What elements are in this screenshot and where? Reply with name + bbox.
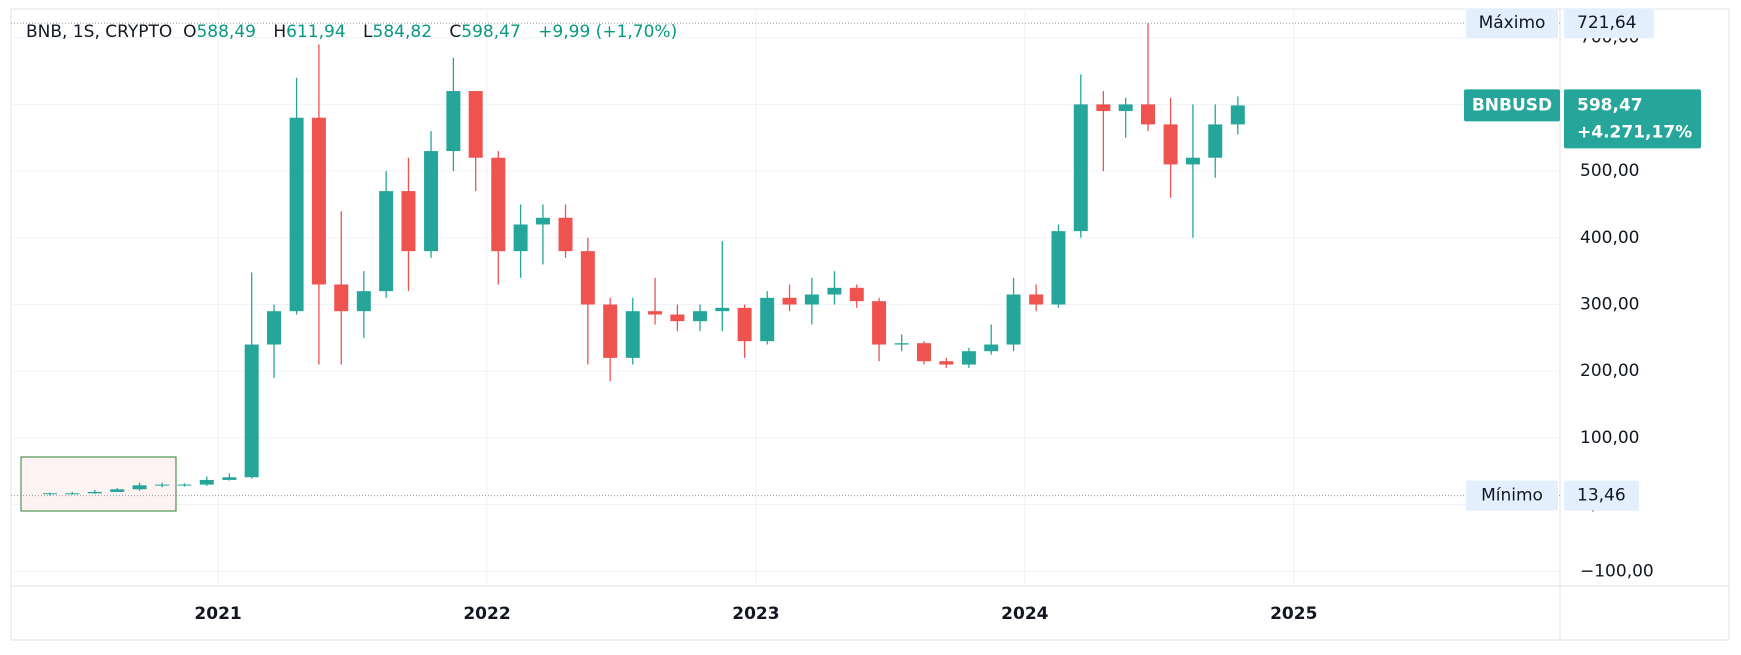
legend-header: BNB, 1S, CRYPTO O588,49 H611,94 L584,82 …	[26, 22, 689, 42]
candle-body	[535, 217, 550, 225]
candle-body	[737, 307, 752, 342]
y-tick-label: −100,00	[1580, 561, 1654, 581]
candle-body	[782, 297, 797, 305]
candle-body	[1118, 104, 1133, 112]
candle-body	[760, 297, 775, 342]
max-value: 721,64	[1577, 13, 1636, 33]
chart-frame	[10, 8, 1730, 641]
candle-body	[1185, 157, 1200, 165]
candle-body	[199, 479, 214, 485]
y-tick-label: 400,00	[1580, 228, 1639, 248]
candle-body	[1208, 124, 1223, 158]
candle-body	[1051, 231, 1066, 305]
symbol: BNB, 1S, CRYPTO	[26, 22, 173, 42]
y-tick-label: 300,00	[1580, 295, 1639, 315]
candle-body	[894, 343, 909, 345]
candle-body	[804, 294, 819, 305]
max-badge	[1466, 8, 1558, 39]
x-tick-label: 2025	[1270, 604, 1317, 624]
candle-body	[692, 311, 707, 322]
x-tick-label: 2021	[194, 604, 241, 624]
last-price: 598,47	[1577, 95, 1643, 115]
candle-body	[446, 91, 461, 152]
change: +9,99 (+1,70%)	[538, 22, 678, 42]
candle-body	[356, 291, 371, 312]
candle-body	[1230, 105, 1245, 125]
max-label: Máximo	[1479, 13, 1546, 33]
last-name: BNBUSD	[1472, 95, 1552, 115]
candle-body	[1073, 104, 1088, 232]
y-tick-label: 100,00	[1580, 428, 1639, 448]
x-tick-label: 2023	[732, 604, 779, 624]
x-tick-label: 2024	[1001, 604, 1048, 624]
candle-body	[424, 151, 439, 252]
candle-body	[379, 191, 394, 292]
min-value: 13,46	[1577, 486, 1626, 506]
candle-body	[603, 304, 618, 358]
candle-body	[65, 493, 80, 495]
min-badge	[1466, 480, 1558, 511]
candle-body	[1006, 294, 1021, 345]
candle-body	[984, 344, 999, 352]
x-tick-label: 2022	[463, 604, 510, 624]
candle-body	[468, 91, 483, 158]
candle-body	[222, 477, 237, 480]
range-highlight	[20, 456, 177, 512]
ohlc-label: H	[273, 22, 287, 42]
ohlc-value: 588,49	[196, 22, 256, 42]
candle-body	[872, 301, 887, 345]
candle-body	[244, 344, 259, 478]
candle-body	[267, 311, 282, 345]
min-label: Mínimo	[1481, 486, 1543, 506]
ohlc-value: 598,47	[461, 22, 521, 42]
y-tick-label: 200,00	[1580, 361, 1639, 381]
candle-body	[580, 251, 595, 305]
max-value-badge	[1564, 8, 1654, 39]
last-change: +4.271,17%	[1577, 122, 1692, 142]
ohlc-label: O	[183, 22, 197, 42]
candle-body	[648, 311, 663, 315]
candle-body	[939, 361, 954, 365]
candle-body	[401, 191, 416, 252]
candle-body	[715, 307, 730, 312]
ohlc-value: 584,82	[372, 22, 433, 42]
candle-body	[1029, 294, 1044, 305]
ohlc-label: L	[363, 22, 373, 42]
candle-body	[670, 314, 685, 322]
ohlc-value: 611,94	[286, 22, 346, 42]
candle-body	[1141, 104, 1156, 125]
candle-body	[625, 311, 640, 358]
candle-body	[916, 343, 931, 362]
last-name-badge	[1464, 89, 1560, 122]
y-tick-label: 500,00	[1580, 161, 1639, 181]
candle-body	[289, 117, 304, 312]
last-price-badge	[1564, 89, 1701, 149]
candle-body	[491, 157, 506, 252]
candle-body	[961, 351, 976, 365]
candle-body	[87, 491, 102, 494]
candle-body	[1163, 124, 1178, 165]
candle-body	[513, 224, 528, 252]
ohlc-label: C	[449, 22, 462, 42]
candle-body	[311, 117, 326, 285]
candle-body	[849, 287, 864, 302]
candle-body	[558, 217, 573, 252]
candle-body	[110, 489, 125, 492]
candle-body	[1096, 104, 1111, 112]
candle-body	[42, 493, 57, 495]
candle-body	[155, 484, 170, 486]
candle-body	[177, 484, 192, 486]
candle-body	[132, 485, 147, 490]
candle-body	[827, 287, 842, 295]
candle-body	[334, 284, 349, 312]
min-value-badge	[1564, 480, 1639, 511]
